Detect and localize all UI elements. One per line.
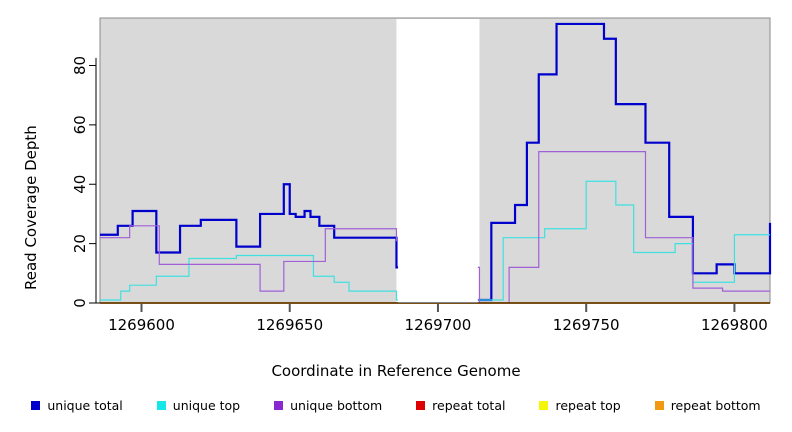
legend-label: repeat total <box>432 398 506 413</box>
legend-item-repeat-top[interactable]: repeat top <box>539 398 621 413</box>
x-tick-label-1269650: 1269650 <box>256 316 323 334</box>
y-tick-label-40: 40 <box>71 175 89 194</box>
legend-item-unique-top[interactable]: unique top <box>156 398 241 413</box>
legend-item-repeat-bottom[interactable]: repeat bottom <box>654 398 761 413</box>
x-tick-label-1269600: 1269600 <box>108 316 175 334</box>
x-tick-label-1269750: 1269750 <box>553 316 620 334</box>
legend-item-unique-total[interactable]: unique total <box>31 398 123 413</box>
gap-region-mask-0 <box>398 19 478 303</box>
legend-label: unique top <box>172 398 241 413</box>
y-tick-label-0: 0 <box>71 298 89 308</box>
legend-item-repeat-total[interactable]: repeat total <box>416 398 505 413</box>
legend-item-unique-bottom[interactable]: unique bottom <box>274 398 382 413</box>
legend-label: repeat bottom <box>670 398 761 413</box>
legend-label: repeat top <box>555 398 621 413</box>
legend-swatch-icon <box>274 401 284 410</box>
legend-swatch-icon <box>416 401 426 410</box>
legend-swatch-icon <box>156 401 166 410</box>
legend-label: unique total <box>47 398 123 413</box>
x-tick-label-1269800: 1269800 <box>701 316 768 334</box>
y-tick-label-20: 20 <box>71 234 89 253</box>
x-axis-title: Coordinate in Reference Genome <box>271 362 521 380</box>
series-line-unique-total <box>100 22 772 302</box>
series-line-unique-top <box>100 180 770 301</box>
legend-swatch-icon <box>539 401 549 410</box>
chart-legend: unique total unique top unique bottom repea… <box>0 398 792 413</box>
legend-swatch-icon <box>654 401 664 410</box>
legend-swatch-icon <box>31 401 41 410</box>
x-tick-label-1269700: 1269700 <box>405 316 472 334</box>
legend-label: unique bottom <box>290 398 383 413</box>
y-tick-label-80: 80 <box>71 56 89 75</box>
y-tick-label-60: 60 <box>71 115 89 134</box>
